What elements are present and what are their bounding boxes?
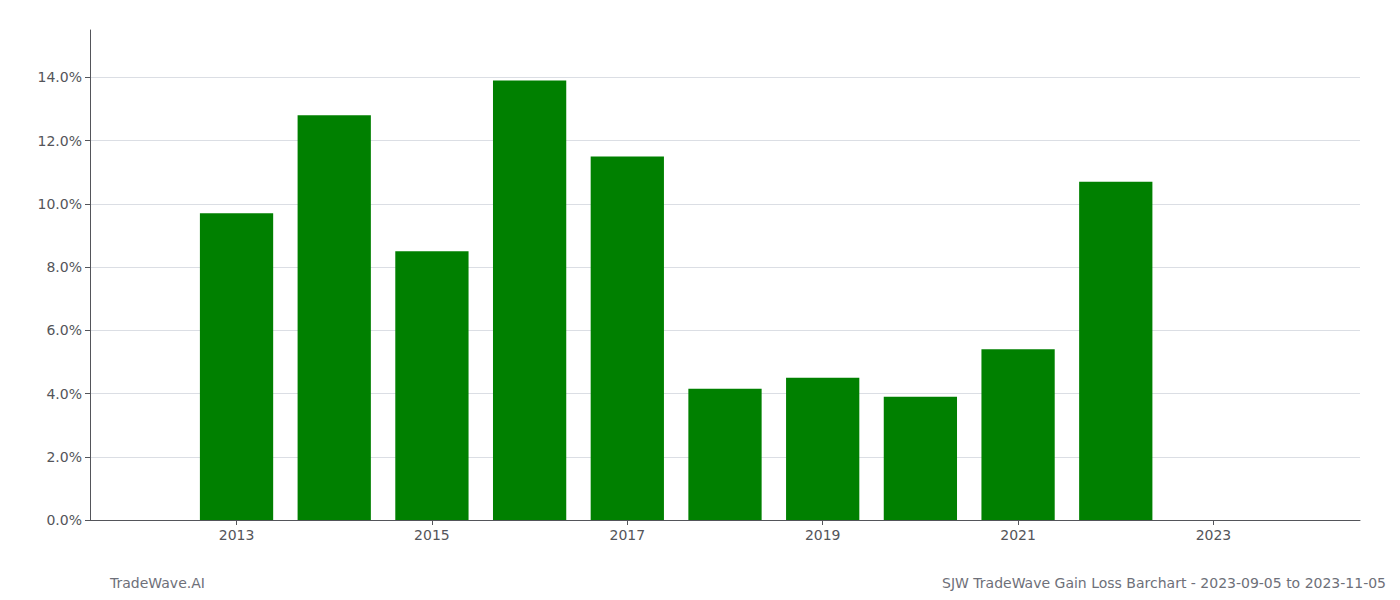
svg-text:10.0%: 10.0% bbox=[38, 196, 82, 212]
svg-text:0.0%: 0.0% bbox=[46, 512, 82, 528]
svg-text:2021: 2021 bbox=[1000, 527, 1036, 543]
svg-text:2017: 2017 bbox=[609, 527, 645, 543]
svg-text:2.0%: 2.0% bbox=[46, 449, 82, 465]
svg-text:2023: 2023 bbox=[1196, 527, 1232, 543]
svg-text:6.0%: 6.0% bbox=[46, 322, 82, 338]
svg-text:SJW TradeWave Gain Loss Barcha: SJW TradeWave Gain Loss Barchart - 2023-… bbox=[942, 575, 1386, 591]
svg-text:2019: 2019 bbox=[805, 527, 841, 543]
svg-text:8.0%: 8.0% bbox=[46, 259, 82, 275]
svg-text:12.0%: 12.0% bbox=[38, 133, 82, 149]
svg-text:2013: 2013 bbox=[219, 527, 255, 543]
svg-text:TradeWave.AI: TradeWave.AI bbox=[109, 575, 205, 591]
svg-text:2015: 2015 bbox=[414, 527, 450, 543]
svg-text:4.0%: 4.0% bbox=[46, 386, 82, 402]
svg-text:14.0%: 14.0% bbox=[38, 69, 82, 85]
